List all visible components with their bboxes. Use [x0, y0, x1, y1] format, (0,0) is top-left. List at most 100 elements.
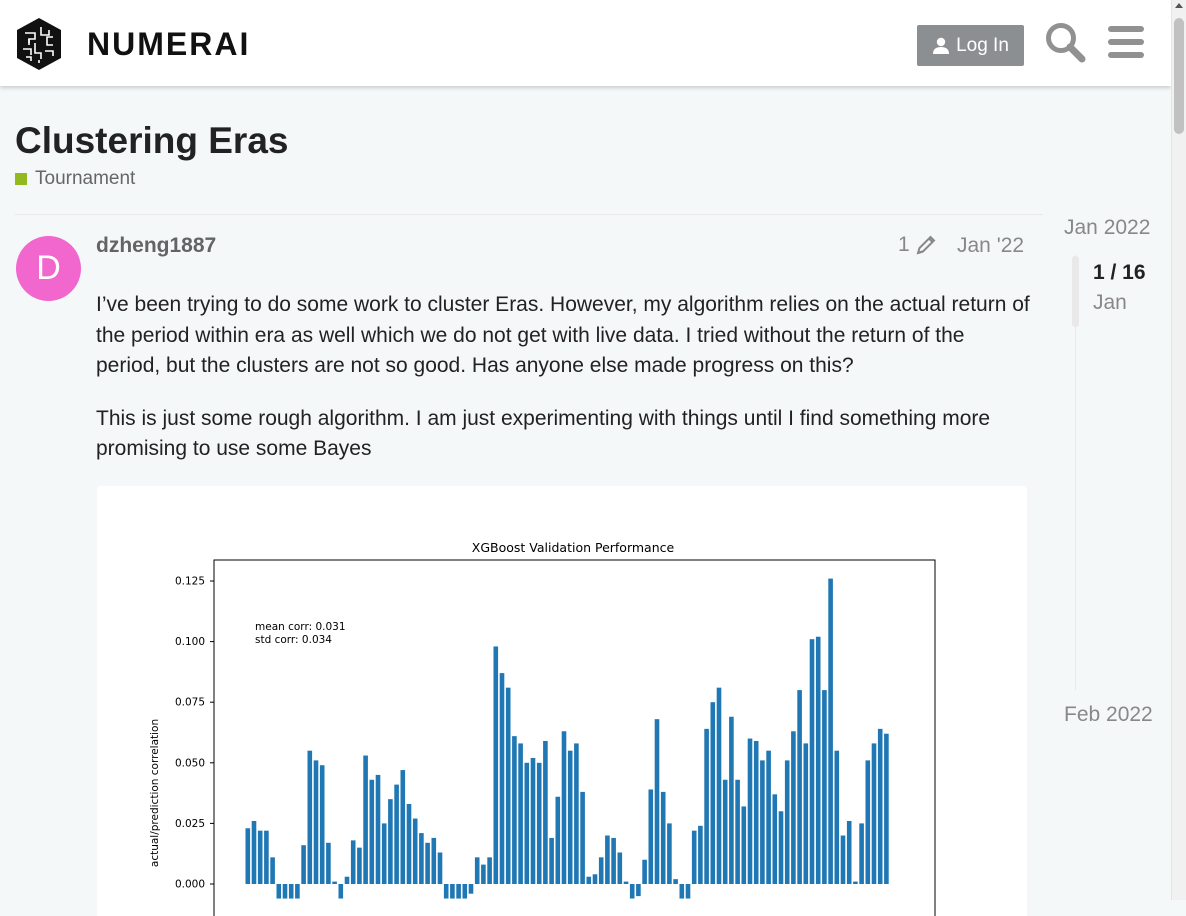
chart-bar	[381, 823, 387, 884]
chart-bar	[357, 847, 362, 884]
hamburger-menu-button[interactable]	[1104, 20, 1148, 64]
chart-bar	[654, 719, 660, 884]
timeline-end-date[interactable]: Feb 2022	[1064, 703, 1153, 726]
search-button[interactable]	[1043, 20, 1087, 64]
logo-wordmark: NUMERAI	[87, 26, 251, 62]
chart-bar	[772, 794, 778, 884]
chart-bar	[722, 779, 728, 884]
chart-image[interactable]: XGBoost Validation Performance mean corr…	[97, 486, 1027, 916]
chart-bar	[524, 762, 530, 884]
chart-bar	[257, 830, 263, 884]
login-button-label: Log In	[956, 34, 1009, 56]
chart-bar	[388, 799, 393, 884]
chart-bar	[505, 687, 511, 884]
y-tick-label: 0.025	[175, 818, 205, 830]
y-tick-label: 0.125	[175, 576, 205, 588]
chart-bar	[884, 733, 889, 884]
chart-bar	[729, 716, 734, 884]
chart-bar	[828, 578, 833, 884]
chart-bar	[586, 876, 592, 884]
chart-bar	[698, 825, 703, 884]
chart-bar	[530, 757, 536, 884]
edit-history-button[interactable]: 1	[898, 233, 939, 257]
chart-bar	[877, 728, 883, 884]
y-tick-label: 0.075	[175, 697, 205, 709]
chart-bar	[326, 842, 331, 884]
chart-bar	[859, 823, 864, 884]
chart-bar	[623, 881, 629, 884]
site-header: NUMERAI Log In	[0, 0, 1171, 86]
chart-bar	[679, 884, 685, 899]
chart-bar	[295, 884, 300, 899]
y-tick-label: 0.000	[175, 879, 205, 891]
chart-bar	[549, 837, 554, 884]
bar-chart: XGBoost Validation Performance mean corr…	[149, 540, 936, 916]
search-icon	[1046, 23, 1086, 63]
timeline-position-date: Jan	[1093, 291, 1127, 314]
chart-bar	[437, 852, 443, 884]
chart-bar	[369, 779, 375, 884]
chart-bar	[264, 830, 269, 884]
chart-bar	[753, 740, 759, 884]
chart-bar	[431, 837, 437, 884]
chart-bar	[307, 750, 313, 884]
chart-bar	[760, 760, 765, 884]
chart-bar	[567, 750, 573, 884]
chart-bar	[815, 636, 821, 884]
post-paragraph: I’ve been trying to do some work to clus…	[96, 293, 1030, 377]
page-scrollbar[interactable]	[1171, 0, 1186, 900]
chart-bar	[251, 820, 257, 884]
chart-bar	[270, 857, 275, 884]
chart-bar	[741, 806, 747, 884]
scrollbar-thumb[interactable]	[1174, 18, 1184, 134]
chart-bar	[313, 760, 319, 884]
timeline-track[interactable]	[1075, 255, 1076, 690]
post-paragraph: This is just some rough algorithm. I am …	[96, 406, 991, 461]
y-tick-label: 0.100	[175, 636, 205, 648]
chart-bar	[691, 830, 697, 884]
chart-bar	[375, 774, 381, 884]
chart-bar	[406, 804, 412, 884]
scroll-up-arrow-icon[interactable]	[1175, 3, 1183, 8]
chart-bar	[425, 842, 430, 884]
chart-bar	[766, 750, 771, 884]
post-username[interactable]: dzheng1887	[96, 234, 217, 257]
chart-title: XGBoost Validation Performance	[472, 540, 675, 555]
chart-bar	[592, 874, 598, 884]
chart-bar	[735, 779, 740, 884]
chart-bar	[642, 859, 647, 884]
chart-bar	[487, 857, 492, 884]
chart-bar	[276, 884, 282, 899]
chart-bar	[456, 884, 461, 899]
topic-title[interactable]: Clustering Eras	[15, 120, 289, 161]
chart-bar	[536, 762, 542, 884]
chart-bar	[853, 881, 858, 884]
category-badge[interactable]: Tournament	[15, 168, 135, 190]
chart-bar	[840, 835, 846, 884]
timeline-position: 1 / 16	[1093, 261, 1146, 284]
chart-bar	[797, 690, 802, 884]
numerai-logo[interactable]	[15, 17, 215, 71]
chart-bar	[481, 864, 486, 884]
chart-bar	[834, 750, 840, 884]
hamburger-menu-icon	[1108, 26, 1144, 58]
timeline-start-date[interactable]: Jan 2022	[1064, 216, 1151, 239]
chart-bar	[462, 884, 468, 899]
chart-bar	[338, 884, 344, 899]
chart-bar	[412, 818, 418, 884]
chart-bar	[580, 791, 585, 884]
chart-bar	[660, 791, 666, 884]
chart-annotation-std: std corr: 0.034	[255, 634, 332, 646]
chart-bar	[865, 760, 871, 884]
chart-bar	[512, 736, 517, 884]
login-button[interactable]: Log In	[917, 25, 1024, 66]
post-body: I’ve been trying to do some work to clus…	[96, 290, 1031, 487]
timeline-handle[interactable]	[1072, 256, 1079, 327]
chart-bar	[605, 835, 610, 884]
chart-bar	[791, 731, 796, 884]
chart-bar	[443, 884, 449, 899]
post-date[interactable]: Jan '22	[957, 234, 1025, 257]
y-tick-label: 0.050	[175, 757, 205, 769]
avatar[interactable]: D	[16, 236, 81, 301]
chart-bar	[710, 702, 716, 884]
